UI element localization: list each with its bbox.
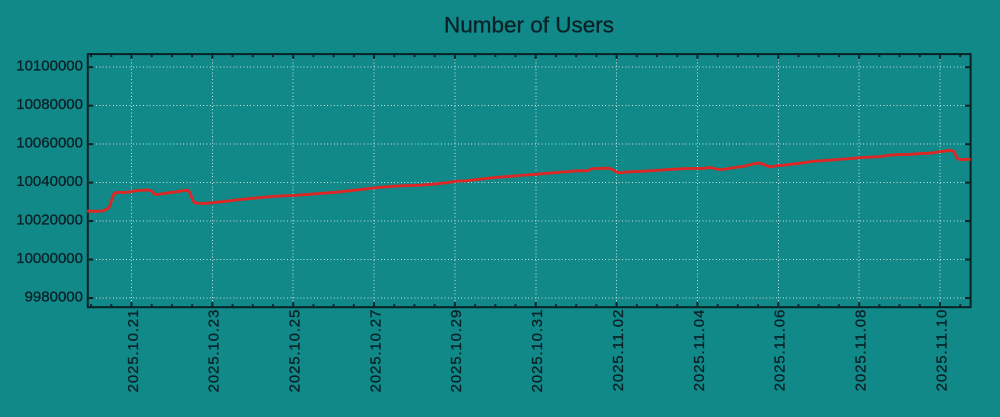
- svg-text:2025.11.06: 2025.11.06: [772, 309, 789, 391]
- svg-text:2025.10.25: 2025.10.25: [287, 309, 304, 393]
- svg-text:2025.11.10: 2025.11.10: [933, 309, 950, 391]
- svg-text:2025.10.21: 2025.10.21: [125, 309, 142, 393]
- svg-text:2025.10.29: 2025.10.29: [448, 309, 465, 393]
- svg-text:2025.11.04: 2025.11.04: [691, 309, 708, 391]
- svg-text:10020000: 10020000: [16, 211, 83, 228]
- svg-text:10000000: 10000000: [16, 250, 83, 267]
- svg-text:2025.10.31: 2025.10.31: [529, 309, 546, 393]
- svg-text:10080000: 10080000: [16, 96, 83, 113]
- svg-text:10040000: 10040000: [16, 173, 83, 190]
- svg-text:2025.10.23: 2025.10.23: [206, 309, 223, 393]
- svg-text:10100000: 10100000: [16, 58, 83, 75]
- svg-text:9980000: 9980000: [25, 288, 83, 305]
- svg-text:10060000: 10060000: [16, 135, 83, 152]
- svg-text:Number of Users: Number of Users: [444, 12, 614, 37]
- svg-text:2025.10.27: 2025.10.27: [367, 309, 384, 393]
- svg-text:2025.11.08: 2025.11.08: [852, 309, 869, 391]
- svg-text:2025.11.02: 2025.11.02: [610, 309, 627, 391]
